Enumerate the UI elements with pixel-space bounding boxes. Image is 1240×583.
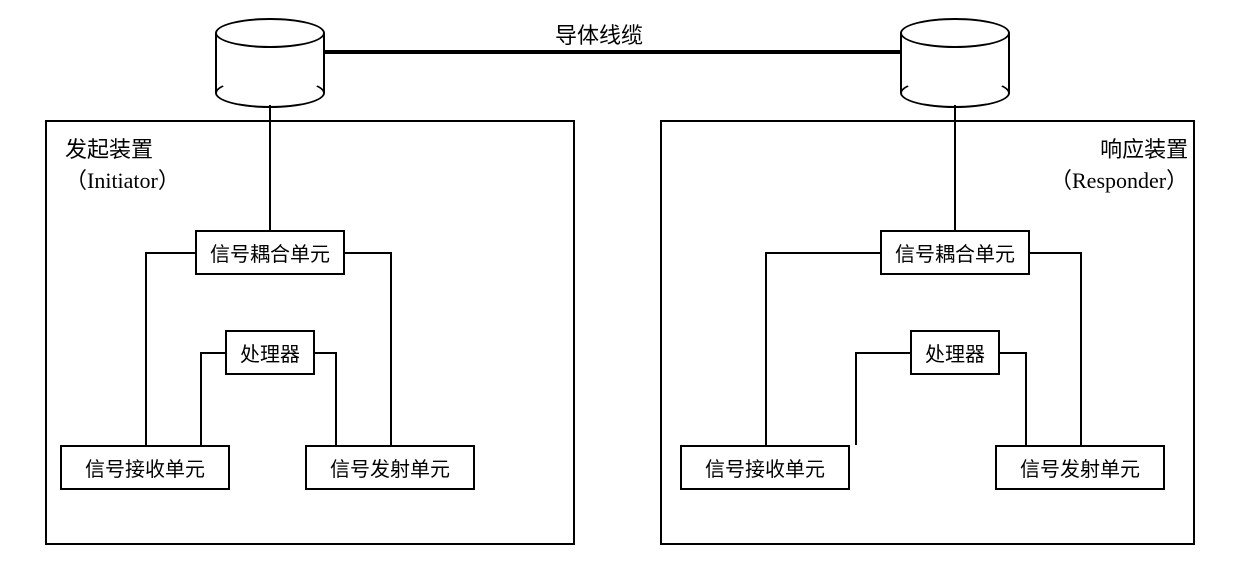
responder-title: 响应装置 （Responder） — [1050, 135, 1188, 197]
initiator-processor-unit: 处理器 — [225, 330, 315, 375]
responder-title-line1: 响应装置 — [1100, 137, 1188, 162]
initiator-transmitter-unit: 信号发射单元 — [305, 445, 475, 490]
connector — [765, 252, 767, 445]
connector — [999, 352, 1025, 354]
connector — [1029, 252, 1082, 254]
connector — [344, 252, 390, 254]
responder-receiver-unit: 信号接收单元 — [680, 445, 850, 490]
cylinder-right — [900, 18, 1010, 98]
block-diagram: 导体线缆 发起装置 （Initiator） 信号耦合单元 处理器 信号接收单元 … — [0, 0, 1240, 583]
connector — [145, 252, 147, 445]
connector — [855, 352, 911, 354]
connector — [200, 352, 226, 354]
initiator-coupling-unit: 信号耦合单元 — [195, 230, 345, 275]
initiator-title-line2: （Initiator） — [65, 168, 180, 193]
connector — [314, 352, 335, 354]
responder-processor-unit: 处理器 — [910, 330, 1000, 375]
cable-label: 导体线缆 — [555, 18, 643, 50]
responder-title-line2: （Responder） — [1050, 168, 1188, 193]
initiator-title-line1: 发起装置 — [65, 137, 153, 162]
connector — [1080, 252, 1082, 445]
connector — [390, 252, 392, 445]
connector — [200, 352, 202, 445]
connector — [335, 352, 337, 445]
responder-coupling-unit: 信号耦合单元 — [880, 230, 1030, 275]
cylinder-left — [215, 18, 325, 98]
connector — [855, 352, 857, 445]
connector — [145, 252, 196, 254]
connector — [1025, 352, 1027, 445]
responder-transmitter-unit: 信号发射单元 — [995, 445, 1165, 490]
cable-line — [324, 50, 900, 54]
initiator-receiver-unit: 信号接收单元 — [60, 445, 230, 490]
connector — [765, 252, 881, 254]
initiator-title: 发起装置 （Initiator） — [65, 135, 180, 197]
